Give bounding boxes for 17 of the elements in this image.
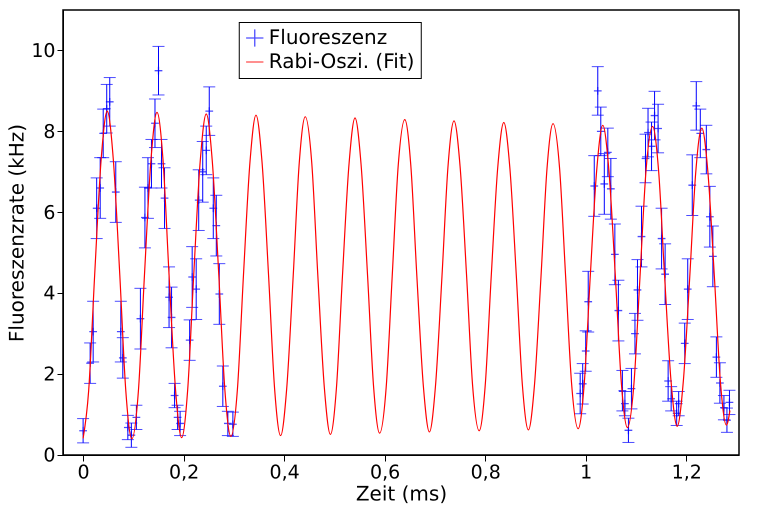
x-tick-label: 0,8 [470, 462, 501, 484]
y-tick-label: 4 [43, 282, 56, 305]
legend-label: Rabi-Oszi. (Fit) [268, 49, 414, 73]
x-tick-label: 1 [580, 462, 592, 484]
legend-label: Fluoreszenz [268, 25, 388, 49]
y-tick-label: 2 [43, 364, 56, 386]
x-tick-label: 0,2 [169, 462, 200, 484]
x-tick-label: 0 [78, 462, 90, 484]
y-tick-label: 0 [43, 444, 56, 466]
y-axis-title: Fluoreszenzrate (kHz) [4, 124, 28, 342]
x-tick-label: 0,6 [370, 462, 400, 484]
y-tick-label: 10 [31, 40, 56, 62]
y-tick-label: 8 [43, 120, 56, 143]
y-tick-label: 6 [43, 202, 56, 224]
x-axis-title: Zeit (ms) [356, 482, 448, 506]
x-tick-label: 0,4 [270, 462, 300, 484]
x-tick-label: 1,2 [672, 462, 702, 484]
